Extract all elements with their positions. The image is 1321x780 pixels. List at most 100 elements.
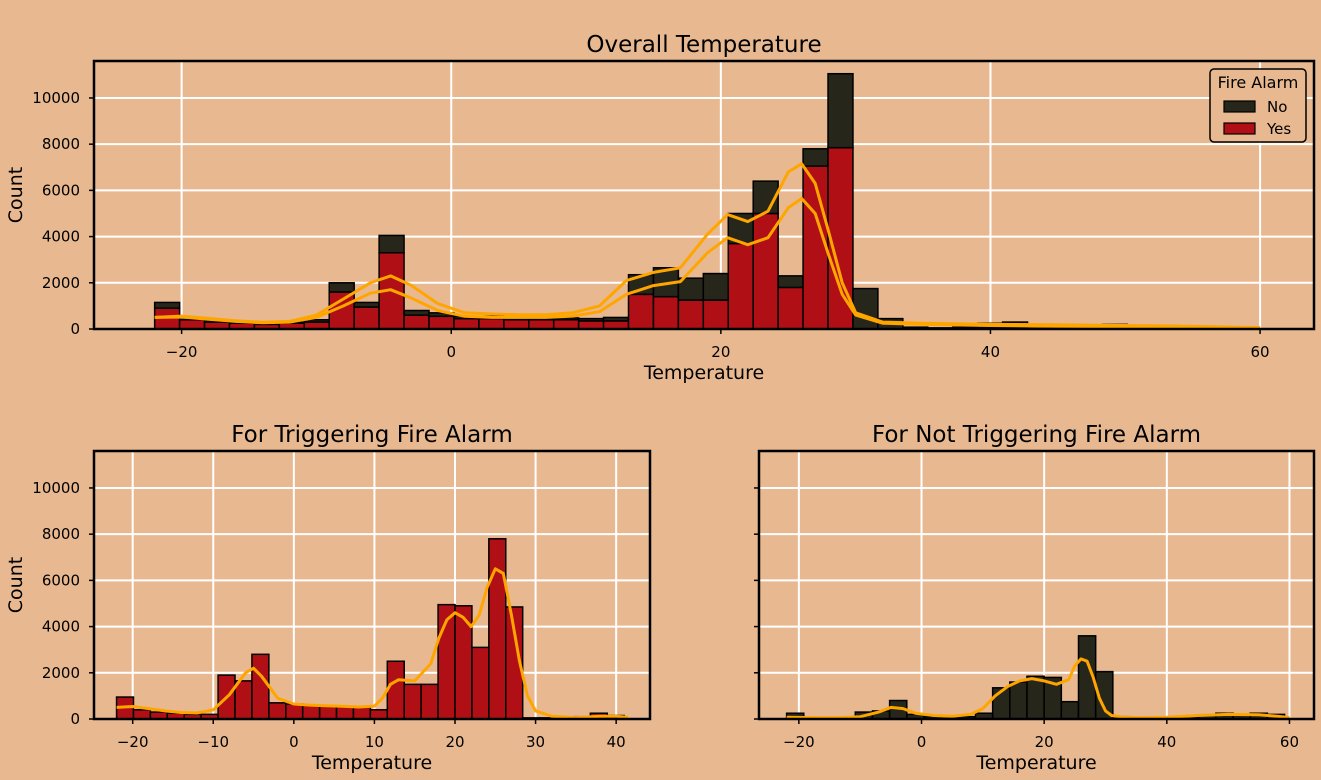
y-tick-label: 2000 xyxy=(42,664,80,682)
bar-yes xyxy=(403,314,430,330)
legend: Fire Alarm No Yes xyxy=(1209,68,1307,143)
legend-entry-yes: Yes xyxy=(1266,120,1291,138)
bar-yes xyxy=(318,705,338,720)
bar-yes xyxy=(178,319,206,330)
bar-yes xyxy=(428,315,455,330)
bar-no xyxy=(1026,675,1045,720)
x-tick-label: 20 xyxy=(1035,733,1054,751)
not-triggering-fire-alarm-chart: −20 0 20 40 60 For Not Triggering Fire Alarm T… xyxy=(754,422,1316,774)
bar-yes xyxy=(552,319,580,330)
y-tick-label: 4000 xyxy=(42,618,80,636)
bar-no xyxy=(353,301,380,308)
y-tick-label: 6000 xyxy=(42,571,80,589)
x-tick-label: 20 xyxy=(711,343,730,361)
chart-title: For Not Triggering Fire Alarm xyxy=(872,422,1201,448)
x-tick-label: 20 xyxy=(445,733,464,751)
bar-yes xyxy=(503,319,530,330)
y-tick-label: 0 xyxy=(70,320,80,338)
bar-yes xyxy=(652,295,680,330)
x-tick-label: 30 xyxy=(526,733,545,751)
bar-no xyxy=(1060,700,1080,720)
x-tick-label: 0 xyxy=(289,733,299,751)
bar-yes xyxy=(478,317,505,330)
x-tick-label: −20 xyxy=(166,343,198,361)
bar-yes xyxy=(702,299,730,330)
bar-no xyxy=(752,180,779,215)
y-axis-label: Count xyxy=(5,167,27,223)
bar-yes xyxy=(471,646,490,720)
bar-yes xyxy=(627,293,655,330)
bar-no xyxy=(153,301,181,309)
bar-yes xyxy=(802,165,829,330)
triggering-fire-alarm-chart: −20 −10 0 10 20 30 40 0 2000 4000 6000 8000 10000 For… xyxy=(5,422,652,774)
legend-swatch-yes xyxy=(1223,122,1256,135)
x-tick-label: −10 xyxy=(197,733,229,751)
bar-no xyxy=(852,287,879,330)
bar-no xyxy=(702,272,730,301)
bar-yes xyxy=(677,299,705,330)
y-tick-label: 8000 xyxy=(42,135,80,153)
bar-no xyxy=(802,148,829,167)
axes-frame xyxy=(757,449,1316,721)
bar-no xyxy=(577,317,605,322)
y-tick-label: 2000 xyxy=(42,274,80,292)
axes-frame xyxy=(92,59,1316,331)
kde-curve-no xyxy=(786,657,1290,720)
bar-yes xyxy=(488,538,507,720)
bar-yes xyxy=(369,709,389,720)
bar-no xyxy=(777,275,804,289)
x-tick-label: 60 xyxy=(1280,733,1299,751)
kde-curve-yes xyxy=(116,567,629,720)
x-tick-label: 60 xyxy=(1251,343,1270,361)
bar-yes xyxy=(752,212,779,330)
legend-swatch-no xyxy=(1223,100,1256,113)
y-tick-label: 10000 xyxy=(32,89,80,107)
bar-yes xyxy=(453,317,480,330)
y-tick-label: 10000 xyxy=(32,479,80,497)
x-tick-label: −20 xyxy=(783,733,815,751)
bar-yes xyxy=(528,319,555,330)
bar-yes xyxy=(234,680,253,720)
x-tick-label: 40 xyxy=(1157,733,1176,751)
bar-yes xyxy=(335,705,355,720)
overall-temperature-chart: −20 0 20 40 60 0 2000 4000 6000 8000 10000 Overall … xyxy=(5,32,1316,384)
y-tick-label: 8000 xyxy=(42,525,80,543)
bar-no xyxy=(403,309,430,316)
x-tick-label: 40 xyxy=(607,733,626,751)
x-axis-label: Temperature xyxy=(643,362,764,384)
bar-yes xyxy=(268,702,287,720)
legend-title: Fire Alarm xyxy=(1218,73,1299,92)
bar-yes xyxy=(420,683,439,720)
x-tick-label: 0 xyxy=(446,343,456,361)
y-tick-label: 4000 xyxy=(42,228,80,246)
bar-yes xyxy=(353,306,380,330)
bar-no xyxy=(378,234,405,254)
chart-title: For Triggering Fire Alarm xyxy=(231,422,512,448)
bar-yes xyxy=(777,286,804,330)
x-tick-label: 10 xyxy=(365,733,384,751)
bar-yes xyxy=(727,242,754,330)
y-axis-label: Count xyxy=(5,557,27,613)
bar-yes xyxy=(251,653,270,720)
x-axis-label: Temperature xyxy=(975,752,1096,774)
bar-yes xyxy=(386,660,405,720)
bar-no xyxy=(827,72,854,149)
y-tick-label: 0 xyxy=(70,710,80,728)
axes-frame xyxy=(92,449,652,721)
chart-title: Overall Temperature xyxy=(586,32,821,58)
y-tick-label: 6000 xyxy=(42,181,80,199)
bar-yes xyxy=(285,703,304,720)
bar-no xyxy=(328,282,355,293)
bar-yes xyxy=(132,709,152,720)
x-axis-label: Temperature xyxy=(311,752,432,774)
bar-yes xyxy=(403,683,422,720)
x-tick-label: 0 xyxy=(917,733,927,751)
legend-entry-no: No xyxy=(1267,98,1287,116)
bar-yes xyxy=(301,704,321,720)
kde-curve-total xyxy=(154,162,1261,330)
x-tick-label: 40 xyxy=(981,343,1000,361)
bar-no xyxy=(602,316,630,322)
bar-no xyxy=(1009,681,1028,720)
x-tick-label: −20 xyxy=(117,733,149,751)
